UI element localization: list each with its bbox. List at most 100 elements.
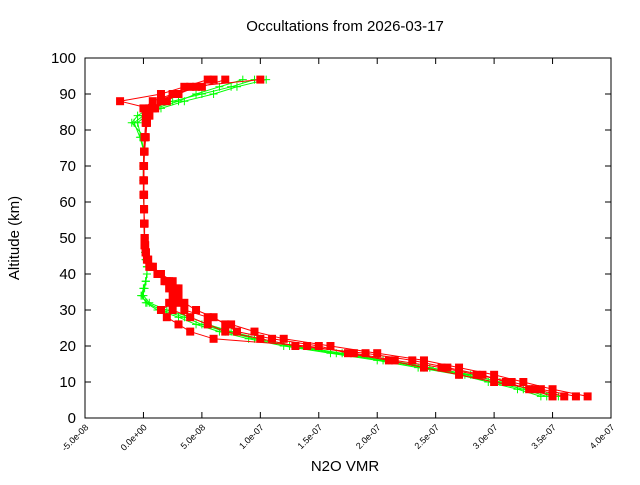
data-point [168, 291, 177, 300]
data-point [156, 306, 165, 314]
data-point [174, 313, 183, 322]
x-tick-label: 2.5e-07 [412, 422, 441, 451]
series-line [137, 79, 542, 397]
data-point [165, 298, 174, 307]
data-point [455, 363, 464, 372]
data-point [192, 306, 201, 314]
data-point [186, 82, 195, 91]
data-point [174, 284, 183, 293]
x-tick-label: 3.0e-07 [471, 422, 500, 451]
data-point [174, 97, 183, 106]
data-point [531, 385, 540, 394]
data-point [139, 176, 148, 185]
y-tick-label: 80 [59, 122, 76, 139]
y-tick-label: 70 [59, 158, 76, 175]
profile-1-3 [139, 75, 557, 401]
profile-0-2 [133, 75, 545, 401]
data-point [326, 349, 335, 358]
data-point [192, 320, 201, 329]
data-point [583, 392, 592, 401]
data-point [209, 313, 218, 322]
data-point [139, 104, 148, 113]
data-point [148, 97, 157, 106]
data-point [238, 75, 247, 84]
series-line [133, 79, 547, 397]
y-tick-label: 60 [59, 194, 76, 211]
x-tick-label: 2.0e-07 [354, 422, 383, 451]
y-tick-label: 30 [59, 302, 76, 319]
y-tick-label: 50 [59, 230, 76, 247]
data-point [536, 385, 545, 394]
data-point [140, 133, 149, 142]
data-point [256, 75, 265, 84]
data-point [174, 90, 183, 98]
data-point [140, 147, 149, 156]
data-point [408, 356, 417, 365]
data-point [419, 363, 428, 372]
data-point [140, 205, 149, 214]
data-point [221, 320, 230, 329]
data-point [140, 234, 149, 242]
y-tick-label: 40 [59, 266, 76, 283]
data-point [153, 270, 162, 278]
series-line [142, 79, 577, 397]
data-point [141, 248, 150, 257]
data-point [232, 82, 241, 91]
data-point [140, 190, 149, 199]
data-point [203, 313, 212, 322]
data-point [536, 392, 545, 401]
data-point [443, 363, 452, 372]
data-point [232, 327, 241, 336]
series-line [131, 79, 559, 397]
x-tick-label: 0.0e+00 [119, 422, 149, 452]
data-point [221, 75, 230, 84]
data-point [548, 392, 557, 401]
data-point [168, 90, 177, 98]
data-point [507, 378, 516, 386]
y-axis-label: Altitude (km) [6, 196, 23, 280]
y-tick-label: 90 [59, 86, 76, 103]
data-point [139, 162, 148, 170]
data-point [180, 306, 189, 314]
profile-1-2 [116, 75, 569, 401]
data-point [145, 111, 154, 120]
data-point [291, 342, 300, 350]
series-line [143, 79, 588, 397]
data-point [186, 313, 195, 322]
data-point [156, 90, 165, 98]
data-point [455, 370, 464, 379]
data-point [186, 327, 195, 336]
y-tick-label: 20 [59, 338, 76, 355]
data-point [160, 277, 169, 286]
data-point [140, 241, 149, 250]
data-point [180, 298, 189, 307]
x-tick-label: 1.5e-07 [296, 422, 325, 451]
data-point [162, 313, 171, 322]
data-point [303, 342, 312, 350]
x-tick-label: 3.5e-07 [529, 422, 558, 451]
data-point [279, 334, 288, 343]
data-point [162, 97, 171, 106]
series-line [119, 79, 565, 397]
data-point [250, 327, 259, 336]
data-point [203, 320, 212, 329]
x-axis-label: N2O VMR [311, 458, 380, 475]
data-point [490, 370, 499, 379]
plot-marks [116, 75, 592, 401]
data-point [141, 298, 150, 307]
data-point [174, 320, 183, 329]
data-point [501, 378, 510, 386]
data-point [344, 349, 352, 358]
data-point [221, 327, 230, 336]
data-point [142, 255, 151, 264]
x-tick-label: 5.0e-08 [179, 422, 208, 451]
data-point [437, 363, 446, 372]
data-point [140, 284, 149, 293]
data-point [174, 298, 183, 307]
data-point [156, 97, 165, 106]
data-point [571, 392, 580, 401]
plot-border [84, 57, 612, 419]
x-tick-label: 4.0e-07 [588, 422, 617, 451]
data-point [192, 90, 201, 98]
